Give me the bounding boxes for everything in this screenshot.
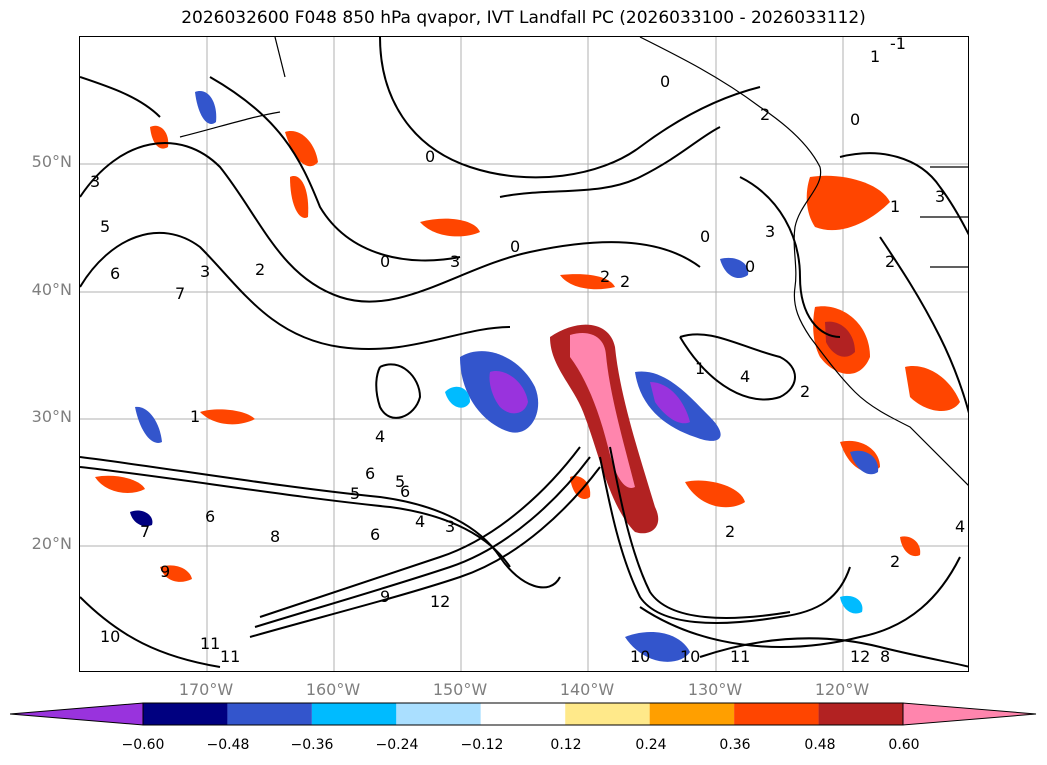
contour-label: 4 xyxy=(415,512,425,531)
colorbar-tick-label: −0.12 xyxy=(460,737,504,753)
lon-label-150w: 150°W xyxy=(432,680,488,699)
contour-label: 5 xyxy=(350,484,360,503)
colorbar-segment xyxy=(565,703,650,725)
contour-label: 1 xyxy=(890,197,900,216)
colorbar-tick-label: 0.36 xyxy=(719,737,751,753)
contour-label: 11 xyxy=(200,634,220,653)
map-title: 2026032600 F048 850 hPa qvapor, IVT Land… xyxy=(181,8,866,28)
contour-label: 0 xyxy=(510,237,520,256)
contour-label: 0 xyxy=(700,227,710,246)
contour-label: 3 xyxy=(200,262,210,281)
colorbar xyxy=(10,702,1037,726)
colorbar-tick-label: −0.36 xyxy=(290,737,334,753)
contour-label: 2 xyxy=(800,382,810,401)
lat-label-50n: 50°N xyxy=(31,152,72,171)
contour-label: 1 xyxy=(695,359,705,378)
contour-label: 0 xyxy=(745,257,755,276)
colorbar-segment xyxy=(227,703,312,725)
contour-label: 3 xyxy=(445,517,455,536)
contour-label: 2 xyxy=(725,522,735,541)
contour-label: 10 xyxy=(100,627,120,646)
contour-label: 2 xyxy=(620,272,630,291)
colorbar-tick-label: −0.24 xyxy=(375,737,419,753)
contour-label: 2 xyxy=(890,552,900,571)
coastline xyxy=(179,37,968,486)
colorbar-tick-label: 0.48 xyxy=(804,737,836,753)
colorbar-max-extension xyxy=(902,702,1037,726)
lat-label-30n: 30°N xyxy=(31,407,72,426)
contour-label: 6 xyxy=(365,464,375,483)
contour-label: 11 xyxy=(730,647,750,666)
colorbar-tick-label: 0.60 xyxy=(888,737,920,753)
contour-label: 4 xyxy=(375,427,385,446)
contour-label: 5 xyxy=(100,217,110,236)
colorbar-segment xyxy=(311,703,397,725)
contour-label: 8 xyxy=(270,527,280,546)
colorbar-tick-label: −0.60 xyxy=(121,737,165,753)
contour-label: 3 xyxy=(765,222,775,241)
contour-label: 0 xyxy=(425,147,435,166)
colorbar-segment xyxy=(734,703,819,725)
contour-label: 5 xyxy=(395,472,405,491)
lat-label-40n: 40°N xyxy=(31,280,72,299)
contour-label: 2 xyxy=(255,260,265,279)
lon-label-170w: 170°W xyxy=(178,680,234,699)
contour-label: 2 xyxy=(885,252,895,271)
colorbar-segment xyxy=(396,703,481,725)
colorbar-segment xyxy=(480,703,566,725)
contour-label: 10 xyxy=(680,647,700,666)
contour-label: 6 xyxy=(400,482,410,501)
contour-label: 8 xyxy=(880,647,890,666)
contour-label: 6 xyxy=(205,507,215,526)
map-plot-area[interactable]: -1 1 2 0 3 5 6 7 3 2 0 0 0 3 2 4 2 0 2 3 1 3 1 0 0 1 2 4 6 5 6 5 6 7 8 9 10 1… xyxy=(79,36,969,672)
contour-label: 7 xyxy=(175,284,185,303)
lon-label-160w: 160°W xyxy=(305,680,361,699)
contour-label: 2 xyxy=(600,267,610,286)
colorbar-segment xyxy=(143,703,228,725)
contour-label: 0 xyxy=(850,110,860,129)
qvapor-anomaly-fills xyxy=(95,91,960,662)
contour-label: 12 xyxy=(850,647,870,666)
contour-label: 2 xyxy=(760,105,770,124)
contour-label: 4 xyxy=(740,367,750,386)
ivt-contours xyxy=(80,37,968,668)
contour-label: 6 xyxy=(370,525,380,544)
contour-label: 3 xyxy=(935,187,945,206)
contour-label: -1 xyxy=(890,37,906,53)
contour-label: 1 xyxy=(190,407,200,426)
contour-label: 7 xyxy=(140,522,150,541)
lon-label-140w: 140°W xyxy=(559,680,615,699)
contour-label: 0 xyxy=(380,252,390,271)
contour-label: 6 xyxy=(110,264,120,283)
contour-label: 3 xyxy=(450,252,460,271)
contour-label: 3 xyxy=(90,172,100,191)
lon-label-130w: 130°W xyxy=(687,680,743,699)
contour-label: 12 xyxy=(430,592,450,611)
lat-label-20n: 20°N xyxy=(31,534,72,553)
colorbar-tick-label: −0.48 xyxy=(206,737,250,753)
lon-label-120w: 120°W xyxy=(814,680,870,699)
contour-label: 9 xyxy=(380,587,390,606)
contour-label: 10 xyxy=(630,647,650,666)
colorbar-segments xyxy=(142,702,904,726)
contour-label: 0 xyxy=(660,72,670,91)
contour-label: 11 xyxy=(220,647,240,666)
colorbar-tick-label: 0.12 xyxy=(550,737,582,753)
contour-label: 9 xyxy=(160,562,170,581)
contour-label: 4 xyxy=(955,517,965,536)
contour-label: 1 xyxy=(870,47,880,66)
colorbar-tick-label: 0.24 xyxy=(635,737,667,753)
colorbar-min-extension xyxy=(10,702,144,726)
colorbar-segment xyxy=(649,703,735,725)
colorbar-segment xyxy=(818,703,903,725)
